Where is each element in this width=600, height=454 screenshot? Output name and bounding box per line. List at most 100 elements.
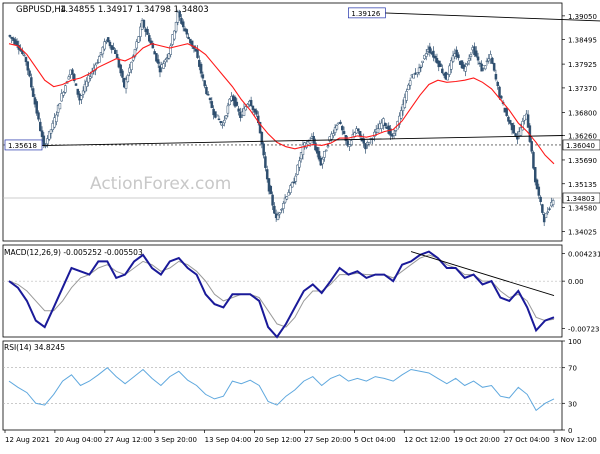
candle-body (507, 116, 510, 122)
candle-body (500, 95, 503, 99)
current-price-label: 1.34803 (566, 195, 595, 203)
candle-body (124, 79, 128, 89)
candle-body (83, 83, 87, 92)
candle-body (244, 106, 248, 111)
candle-body (269, 185, 273, 195)
candle-body (489, 54, 492, 60)
candle-body (114, 49, 117, 54)
candle-body (257, 115, 260, 123)
candle-body (203, 80, 206, 87)
rsi-ytick-label: 30 (568, 400, 577, 408)
candle-body (265, 169, 269, 180)
candle-body (432, 50, 435, 58)
macd-title: MACD(12,26,9) -0.005252 -0.005503 (4, 248, 143, 257)
price-ytick-label: 1.35690 (568, 157, 597, 165)
x-tick-label: 3 Sep 20:00 (155, 436, 197, 444)
candle-body (108, 41, 112, 47)
candle-body (258, 121, 262, 134)
candle-body (180, 17, 183, 24)
candle-body (308, 140, 312, 144)
candle-body (394, 129, 398, 132)
candle-body (346, 140, 349, 146)
candle-body (89, 76, 92, 79)
candle-body (42, 135, 46, 146)
x-tick-label: 27 Oct 04:00 (504, 436, 550, 444)
candle-body (514, 133, 517, 137)
candle-body (28, 70, 31, 77)
candle-body (416, 72, 419, 75)
price-ytick-label: 1.36260 (568, 133, 597, 141)
candle-body (10, 36, 13, 39)
candle-body (187, 36, 190, 40)
price-annotation-label: 1.35618 (8, 142, 37, 150)
candle-body (341, 125, 344, 131)
watermark: ActionForex.com (90, 174, 231, 194)
candle-body (358, 130, 362, 137)
candle-body (285, 196, 289, 200)
candle-body (332, 133, 335, 137)
candle-body (199, 63, 203, 74)
candle-body (135, 41, 139, 49)
x-tick-label: 3 Nov 12:00 (554, 436, 597, 444)
candle-body (532, 152, 535, 169)
candle-body (174, 22, 178, 32)
price-ytick-label: 1.37925 (568, 61, 597, 69)
candle-body (487, 58, 491, 62)
candle-body (74, 83, 78, 86)
candle-body (53, 117, 56, 128)
candle-body (121, 70, 124, 78)
rsi-ytick-label: 100 (568, 338, 581, 346)
candle-body (210, 101, 214, 108)
candle-body (235, 101, 239, 106)
candle-body (315, 147, 319, 154)
candle-body (64, 85, 67, 93)
candle-body (137, 36, 140, 43)
candle-body (466, 63, 469, 65)
candle-body (224, 115, 228, 119)
candle-body (217, 118, 221, 120)
candle-body (537, 186, 541, 196)
candle-body (317, 151, 321, 160)
candle-body (407, 84, 410, 91)
candle-body (201, 74, 205, 79)
candle-body (349, 140, 353, 145)
candle-body (412, 73, 415, 79)
candle-body (542, 214, 546, 223)
candle-body (289, 185, 292, 193)
candle-body (364, 143, 367, 150)
candle-body (156, 59, 160, 64)
candle-body (62, 92, 65, 96)
chart-symbol: GBPUSD,H4 (16, 5, 66, 15)
price-ytick-label: 1.39050 (568, 13, 597, 21)
candle-body (47, 131, 51, 140)
candle-body (262, 143, 265, 156)
candle-body (376, 128, 380, 133)
price-trendline (8, 135, 563, 147)
candle-body (505, 107, 508, 116)
candle-body (280, 209, 283, 211)
candle-body (423, 55, 426, 60)
candle-body (173, 30, 176, 40)
candle-body (491, 57, 494, 64)
candle-body (451, 55, 455, 62)
macd-panel-frame (2, 244, 563, 338)
candle-body (22, 54, 26, 57)
candle-body (115, 53, 119, 59)
candle-body (162, 63, 165, 69)
candle-body (373, 131, 376, 137)
price-ytick-label: 1.37370 (568, 85, 597, 93)
candle-body (24, 56, 28, 63)
candle-body (146, 29, 149, 35)
candle-body (408, 80, 412, 86)
candle-body (492, 63, 496, 71)
candle-body (441, 68, 444, 74)
candle-body (498, 86, 501, 98)
x-tick-label: 19 Oct 20:00 (454, 436, 500, 444)
rsi-title: RSI(14) 34.8245 (4, 343, 65, 352)
candle-body (151, 43, 155, 49)
candle-body (508, 120, 512, 124)
candle-body (539, 196, 542, 203)
candle-body (33, 97, 37, 105)
candle-body (80, 95, 83, 100)
